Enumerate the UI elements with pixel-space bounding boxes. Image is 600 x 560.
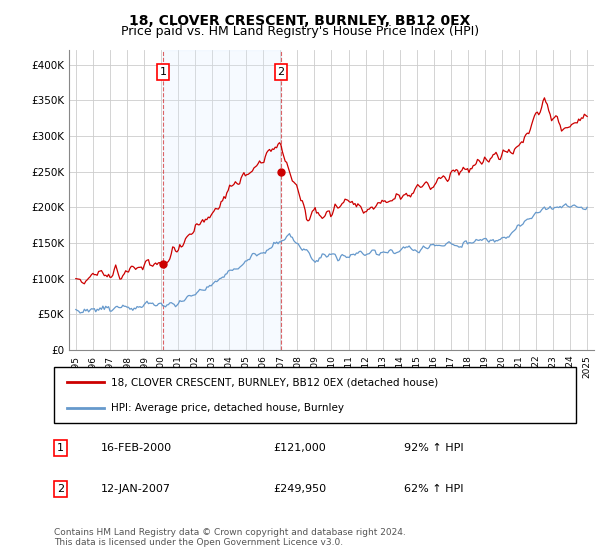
Text: £121,000: £121,000 — [273, 443, 326, 452]
FancyBboxPatch shape — [54, 367, 576, 423]
Text: 18, CLOVER CRESCENT, BURNLEY, BB12 0EX: 18, CLOVER CRESCENT, BURNLEY, BB12 0EX — [130, 14, 470, 28]
Text: 18, CLOVER CRESCENT, BURNLEY, BB12 0EX (detached house): 18, CLOVER CRESCENT, BURNLEY, BB12 0EX (… — [112, 377, 439, 388]
Bar — [163, 50, 281, 350]
Text: 62% ↑ HPI: 62% ↑ HPI — [404, 484, 463, 494]
Text: 1: 1 — [57, 443, 64, 452]
Text: £249,950: £249,950 — [273, 484, 326, 494]
Text: 12-JAN-2007: 12-JAN-2007 — [101, 484, 171, 494]
Text: 1: 1 — [160, 67, 167, 77]
Text: 16-FEB-2000: 16-FEB-2000 — [101, 443, 172, 452]
Text: 2: 2 — [57, 484, 64, 494]
Text: 2: 2 — [277, 67, 284, 77]
Text: Price paid vs. HM Land Registry's House Price Index (HPI): Price paid vs. HM Land Registry's House … — [121, 25, 479, 38]
Text: 92% ↑ HPI: 92% ↑ HPI — [404, 443, 463, 452]
Text: Contains HM Land Registry data © Crown copyright and database right 2024.
This d: Contains HM Land Registry data © Crown c… — [54, 528, 406, 547]
Text: HPI: Average price, detached house, Burnley: HPI: Average price, detached house, Burn… — [112, 403, 344, 413]
